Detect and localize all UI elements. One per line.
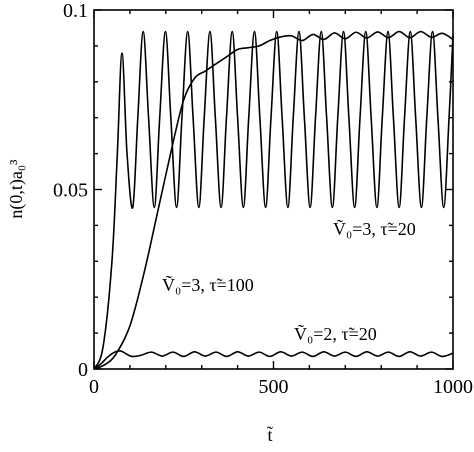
annotation-v2-tau20: Ṽ₀=2, τ̃=20 [294,323,377,344]
axis-tick-labels: 0 500 1000 0 0.05 0.1 [53,0,473,398]
y-axis-label: n(0,t)a₀³ [6,159,27,219]
series-v3-tau100-line [93,30,454,370]
x-axis-label: t̃ [267,425,273,445]
axis-ticks [93,9,454,370]
x-tick-label: 1000 [433,376,473,398]
series-v2-tau20-line [93,350,454,370]
annotation-v3-tau100: Ṽ₀=3, τ̃=100 [162,274,254,295]
y-tick-label: 0.05 [53,180,88,202]
series-v3-tau20-line [93,30,454,370]
y-tick-label: 0 [78,359,88,381]
annotation-v3-tau20: Ṽ₀=3, τ̃=20 [333,218,416,239]
x-tick-label: 0 [89,376,99,398]
y-tick-label: 0.1 [63,0,88,22]
series-curves [93,30,454,370]
x-tick-label: 500 [259,376,289,398]
